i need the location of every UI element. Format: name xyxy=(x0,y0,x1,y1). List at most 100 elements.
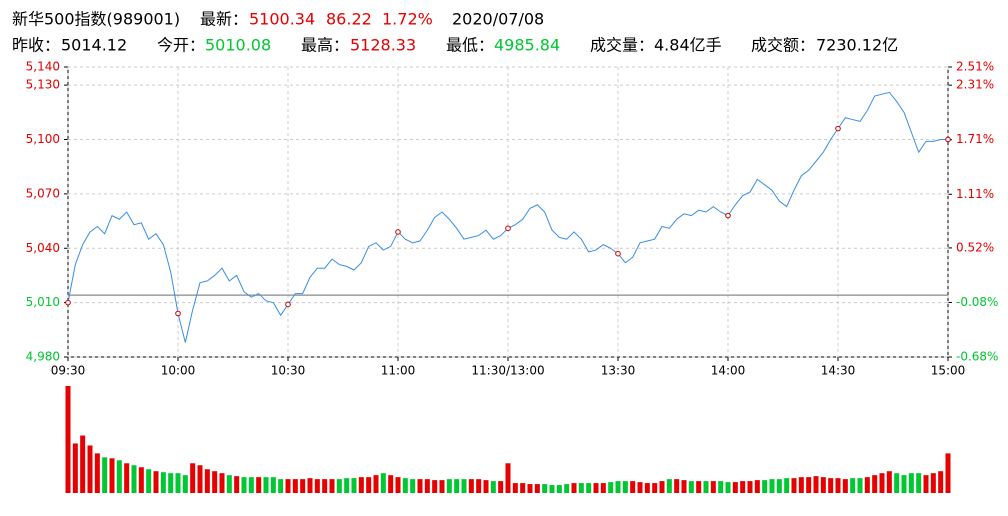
volume-bar xyxy=(776,479,782,493)
volume-bar xyxy=(292,479,298,493)
volume-bar xyxy=(571,483,577,493)
y-tick-label: 5,140 xyxy=(26,60,60,74)
volume-bar xyxy=(182,475,188,493)
y2-tick-label: 2.51% xyxy=(956,60,994,74)
stat-value: 7230.12亿 xyxy=(816,36,898,55)
volume-bar xyxy=(153,471,159,493)
volume-bar xyxy=(138,467,144,493)
stat-label: 昨收： xyxy=(12,36,60,55)
volume-bar xyxy=(454,479,460,493)
volume-bar xyxy=(615,481,621,493)
volume-bar xyxy=(894,473,900,493)
date: 2020/07/08 xyxy=(452,10,544,29)
volume-bar xyxy=(593,483,599,493)
volume-bar xyxy=(901,475,907,493)
volume-bar xyxy=(395,477,401,493)
y-tick-label: 5,070 xyxy=(26,186,60,200)
point-marker xyxy=(175,310,181,317)
volume-bar xyxy=(402,478,408,493)
volume-bar xyxy=(439,480,445,493)
volume-bar xyxy=(534,484,540,493)
x-tick-label: 10:30 xyxy=(271,364,306,378)
volume-bar xyxy=(197,465,203,493)
stat-label: 最高： xyxy=(301,36,349,55)
volume-bar xyxy=(938,471,944,493)
volume-bar xyxy=(747,481,753,493)
volume-bar xyxy=(908,473,914,493)
volume-bar xyxy=(945,453,951,493)
volume-bar xyxy=(124,463,130,493)
volume-bar xyxy=(490,481,496,493)
volume-bar xyxy=(520,483,526,493)
x-tick-label: 14:00 xyxy=(711,364,746,378)
volume-bar xyxy=(754,480,760,493)
point-marker xyxy=(945,136,951,143)
volume-bar xyxy=(586,483,592,493)
volume-bar xyxy=(248,477,254,493)
volume-bar xyxy=(270,477,276,493)
volume-bar xyxy=(864,477,870,493)
volume-bar xyxy=(762,480,768,493)
y-tick-label: 5,010 xyxy=(26,295,60,309)
stat-value: 5128.33 xyxy=(350,36,416,55)
volume-bar xyxy=(879,473,885,493)
volume-bar xyxy=(380,473,386,493)
volume-bar xyxy=(307,478,313,493)
y2-tick-label: 1.11% xyxy=(956,187,994,201)
volume-bar xyxy=(322,479,328,493)
volume-bar xyxy=(80,435,86,493)
point-marker xyxy=(65,299,71,306)
x-tick-label: 14:30 xyxy=(821,364,856,378)
volume-bar xyxy=(791,478,797,493)
volume-bar xyxy=(219,473,225,493)
y2-tick-label: 2.31% xyxy=(956,78,994,92)
volume-bar xyxy=(886,471,892,493)
volume-bar xyxy=(212,471,218,493)
y2-tick-label: 0.52% xyxy=(956,240,994,254)
volume-bar xyxy=(94,453,100,493)
volume-bar xyxy=(446,479,452,493)
volume-bar xyxy=(373,475,379,493)
volume-bar xyxy=(65,386,71,493)
stat-value: 5010.08 xyxy=(205,36,271,55)
volume-bar xyxy=(461,479,467,493)
y-tick-label: 5,100 xyxy=(26,132,60,146)
volume-bar xyxy=(234,476,240,493)
volume-bar xyxy=(842,479,848,493)
volume-bar xyxy=(483,480,489,493)
volume-bar xyxy=(930,473,936,493)
volume-bar xyxy=(549,485,555,493)
volume-bar xyxy=(366,477,372,493)
volume-bar xyxy=(476,479,482,493)
x-tick-label: 11:00 xyxy=(381,364,416,378)
index-title: 新华500指数(989001) xyxy=(12,10,180,29)
volume-bar xyxy=(336,479,342,493)
volume-bar xyxy=(652,483,658,493)
volume-bar xyxy=(725,482,731,493)
volume-bar xyxy=(740,481,746,493)
stat-label: 成交额： xyxy=(751,36,815,55)
last-price: 5100.34 xyxy=(249,10,315,29)
volume-bar xyxy=(87,445,93,493)
volume-bar xyxy=(410,479,416,493)
volume-bar xyxy=(681,480,687,493)
volume-bar xyxy=(872,475,878,493)
volume-bar xyxy=(556,485,562,493)
change: 86.22 xyxy=(326,10,372,29)
x-tick-label: 10:00 xyxy=(161,364,196,378)
volume-bar xyxy=(72,443,78,493)
volume-bar xyxy=(512,483,518,493)
volume-bar xyxy=(828,478,834,493)
x-tick-label: 13:30 xyxy=(601,364,636,378)
volume-bar xyxy=(542,484,548,493)
stat-value: 4.84亿手 xyxy=(654,36,722,55)
volume-bar xyxy=(432,480,438,493)
volume-bar xyxy=(160,472,166,493)
volume-bar xyxy=(351,478,357,493)
volume-bar xyxy=(190,463,196,493)
volume-bar xyxy=(813,476,819,493)
x-tick-label: 09:30 xyxy=(51,364,86,378)
volume-bar xyxy=(578,483,584,493)
volume-bar xyxy=(175,473,181,493)
